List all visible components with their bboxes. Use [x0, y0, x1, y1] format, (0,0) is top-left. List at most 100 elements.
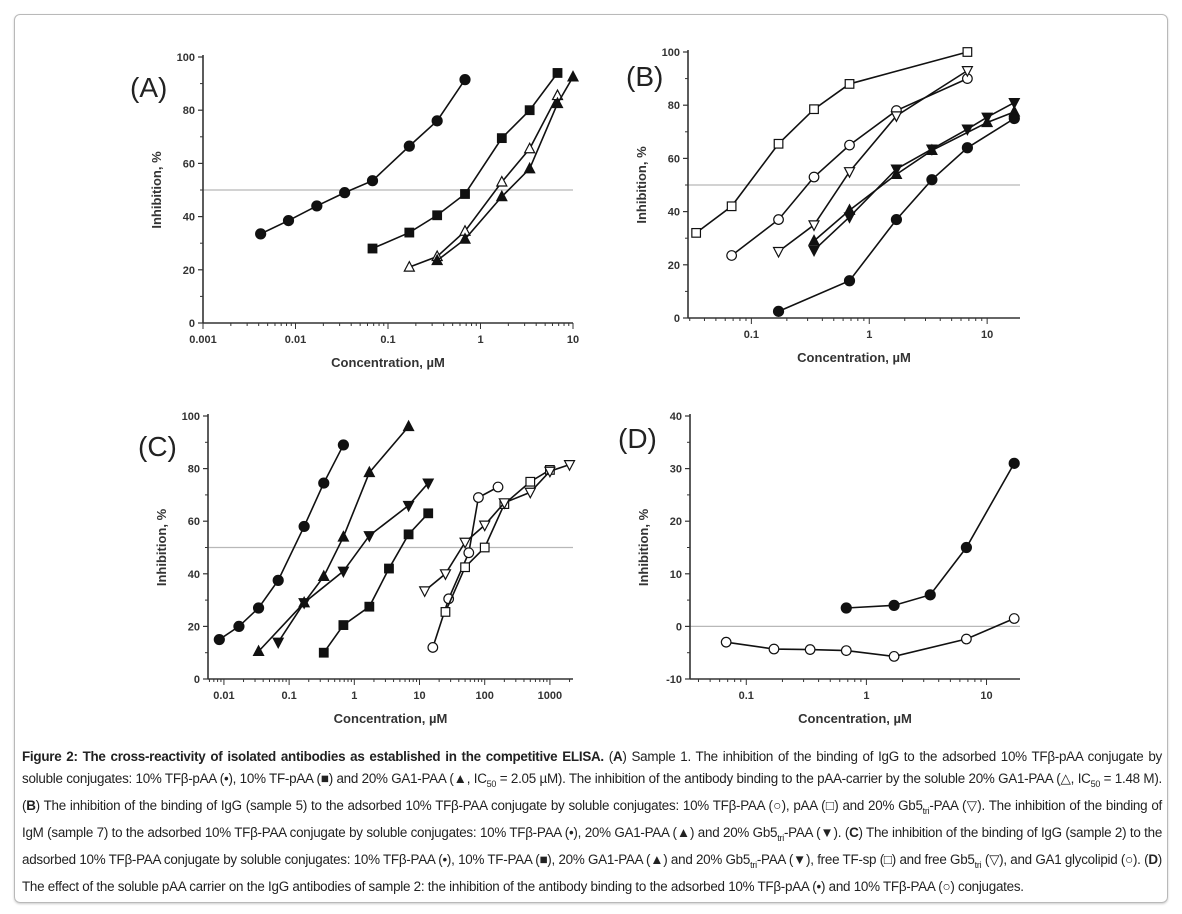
data-point-triangle-down: [843, 212, 856, 224]
data-point-square: [496, 133, 507, 144]
y-axis-label: Inhibition, %: [636, 508, 651, 586]
y-tick-label: 20: [668, 260, 680, 272]
series: [808, 97, 1021, 257]
series: [720, 613, 1020, 662]
caption-segment: = 1.48 M). (: [22, 771, 1162, 813]
data-point-triangle-down: [925, 144, 938, 156]
series: [431, 70, 579, 266]
data-point-square: [364, 601, 375, 612]
data-point-circle: [726, 250, 738, 261]
series-line: [731, 77, 968, 257]
data-point-square: [367, 243, 378, 254]
data-point-triangle-up: [523, 161, 536, 174]
data-point-square: [726, 201, 737, 212]
caption-segment: B: [26, 798, 36, 813]
series-line: [813, 111, 1015, 242]
data-point-square: [524, 105, 535, 116]
series-line: [778, 117, 1015, 313]
y-tick-label: 0: [189, 318, 195, 330]
data-point-circle: [459, 74, 471, 86]
data-point-triangle-up: [459, 232, 472, 244]
data-point-square: [384, 563, 394, 574]
y-tick-label: 20: [670, 516, 682, 528]
caption-segment: 50: [486, 779, 497, 789]
caption-segment: -PAA (▼), free TF-sp (□) and free Gb5: [756, 852, 975, 867]
caption-segment: D: [1148, 852, 1158, 867]
chart-panel-a: 0 20 40 60 80 100 0.001 0.01 0.1 1 10 Concentration…: [130, 52, 579, 370]
y-tick-label: 80: [183, 105, 195, 117]
data-point-circle: [252, 602, 265, 614]
caption-segment: = 2.05 µM). The inhibition of the antibo…: [496, 771, 1091, 786]
y-tick-label: 10: [670, 569, 682, 581]
caption-segment: tri: [777, 833, 784, 843]
y-tick-label: 40: [183, 212, 195, 224]
data-point-circle: [233, 620, 245, 633]
data-point-circle: [472, 492, 484, 503]
data-point-circle: [888, 599, 900, 611]
data-point-circle: [924, 589, 936, 601]
caption-segment: (▽), and GA1 glycolipid (○). (: [981, 852, 1149, 867]
data-point-circle: [772, 305, 785, 317]
y-tick-label: 100: [662, 47, 680, 59]
y-axis-label: Inhibition, %: [149, 151, 164, 229]
y-tick-label: 60: [183, 158, 195, 170]
data-point-circle: [768, 643, 780, 655]
data-point-square: [479, 542, 490, 553]
data-point-square: [460, 189, 470, 199]
data-point-square: [318, 647, 329, 658]
y-tick-label: 100: [182, 411, 200, 423]
data-point-square: [962, 47, 973, 57]
x-axis-label: Concentration, µM: [798, 711, 912, 726]
panel-label: (A): [130, 72, 167, 103]
data-point-triangle-down: [418, 586, 431, 598]
data-point-triangle-down: [961, 66, 974, 78]
data-point-square: [403, 529, 414, 540]
data-point-triangle-down: [1008, 97, 1021, 110]
data-point-circle: [720, 636, 732, 648]
y-tick-label: 0: [194, 674, 200, 686]
data-point-square: [404, 227, 415, 238]
data-point-square: [432, 210, 443, 221]
data-point-triangle-down: [422, 478, 435, 490]
data-point-square: [691, 227, 702, 238]
data-point-triangle-up: [808, 234, 821, 246]
series: [318, 508, 434, 658]
series: [418, 460, 576, 598]
y-tick-label: 40: [668, 207, 680, 219]
data-point-triangle-up: [402, 419, 415, 432]
y-tick-label: 20: [183, 265, 195, 277]
data-point-circle: [282, 214, 295, 227]
data-point-triangle-up: [495, 175, 508, 187]
data-point-circle: [403, 140, 415, 152]
series: [213, 439, 349, 646]
y-tick-label: 80: [668, 100, 680, 112]
y-tick-label: 30: [670, 464, 682, 476]
y-axis-label: Inhibition, %: [154, 508, 169, 586]
y-axis-label: Inhibition, %: [634, 146, 649, 224]
data-point-circle: [960, 633, 972, 645]
data-point-triangle-down: [363, 531, 376, 543]
x-tick-label: 0.001: [189, 334, 217, 346]
x-tick-label: 0.1: [739, 690, 754, 702]
data-point-triangle-down: [459, 537, 472, 550]
x-tick-label: 10: [980, 690, 992, 702]
data-point-triangle-up: [252, 644, 265, 656]
data-point-triangle-up: [317, 569, 330, 582]
x-tick-label: 100: [476, 690, 494, 702]
data-point-square: [423, 508, 434, 519]
data-point-square: [552, 68, 563, 78]
series-line: [409, 95, 559, 268]
y-tick-label: 20: [188, 621, 200, 633]
data-point-triangle-down: [772, 246, 785, 259]
panel-label: (D): [618, 423, 657, 454]
y-tick-label: 100: [177, 52, 195, 64]
data-point-triangle-down: [843, 167, 856, 179]
data-point-circle: [773, 214, 784, 225]
series-line: [846, 462, 1015, 609]
data-point-circle: [255, 228, 267, 240]
data-point-square: [525, 476, 536, 487]
data-point-circle: [1008, 613, 1020, 624]
series: [255, 74, 471, 240]
chart-panel-d: -10 0 10 20 30 40 0.1 1 10 Concentration, µM Inhib…: [618, 411, 1020, 726]
series: [840, 457, 1020, 614]
